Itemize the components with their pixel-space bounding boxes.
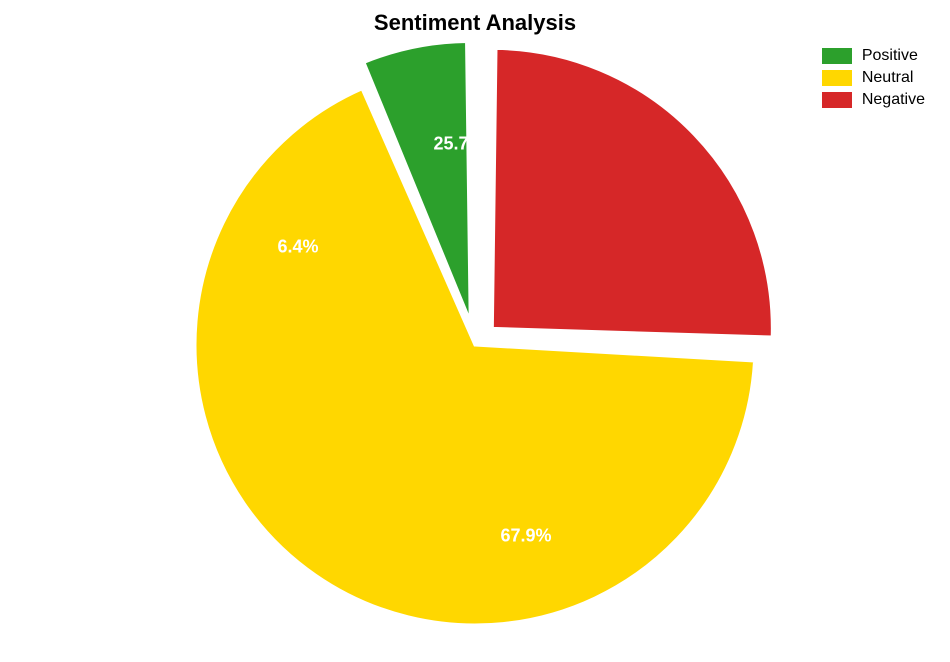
legend-label-neutral: Neutral xyxy=(862,69,914,87)
slice-label-neutral: 67.9% xyxy=(500,526,551,547)
legend-item-positive: Positive xyxy=(822,47,925,65)
legend-item-negative: Negative xyxy=(822,91,925,109)
legend-swatch-negative xyxy=(822,92,852,108)
legend-swatch-neutral xyxy=(822,70,852,86)
slice-label-positive: 6.4% xyxy=(277,237,318,258)
pie-slice-negative xyxy=(492,48,772,337)
pie-chart-svg xyxy=(0,0,950,662)
legend-label-negative: Negative xyxy=(862,91,925,109)
legend-swatch-positive xyxy=(822,48,852,64)
slice-label-negative: 25.7% xyxy=(433,134,484,155)
legend-item-neutral: Neutral xyxy=(822,69,925,87)
chart-legend: Positive Neutral Negative xyxy=(822,47,925,113)
legend-label-positive: Positive xyxy=(862,47,918,65)
